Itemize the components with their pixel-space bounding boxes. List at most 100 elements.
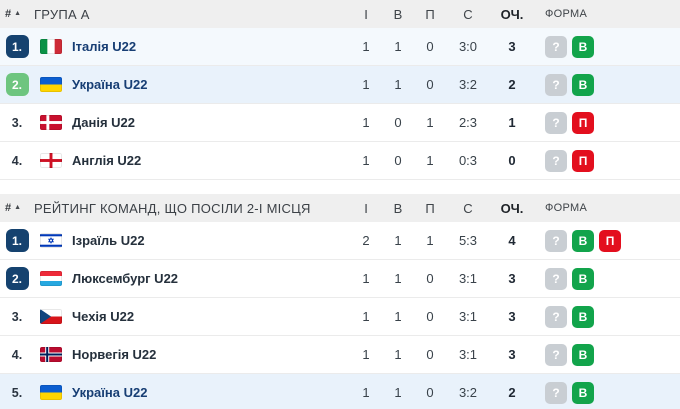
- stat-score: 3:1: [458, 309, 478, 324]
- table-row[interactable]: 4. Норвегія U22 1 1 0 3:1 3? В: [0, 336, 680, 374]
- rank-badge: 4.: [11, 347, 23, 362]
- form-unknown-badge[interactable]: ?: [545, 73, 567, 96]
- stat-points: 4: [508, 233, 516, 248]
- table-row[interactable]: 3. Данія U22 1 0 1 2:3 1? П: [0, 104, 680, 142]
- stat-points: 0: [508, 153, 516, 168]
- form-win-badge[interactable]: В: [572, 381, 594, 404]
- rank-badge: 1.: [5, 229, 29, 252]
- form-badges: ? П: [534, 149, 680, 172]
- team-name[interactable]: Англія U22: [72, 153, 142, 168]
- stat-score: 0:3: [458, 153, 478, 168]
- rank-badge: 5.: [11, 385, 23, 400]
- form-win-badge[interactable]: В: [572, 73, 594, 96]
- team-name[interactable]: Норвегія U22: [72, 347, 157, 362]
- stat-losses: 0: [426, 347, 434, 362]
- stat-losses: 0: [426, 271, 434, 286]
- form-win-badge[interactable]: В: [572, 267, 594, 290]
- form-unknown-badge[interactable]: ?: [545, 149, 567, 172]
- rank-badge: 3.: [11, 115, 23, 130]
- stat-score: 3:2: [458, 77, 478, 92]
- stat-losses: 1: [426, 153, 434, 168]
- col-header-score[interactable]: С: [463, 200, 473, 216]
- form-unknown-badge[interactable]: ?: [545, 343, 567, 366]
- stat-wins: 1: [394, 233, 402, 248]
- stat-wins: 1: [394, 271, 402, 286]
- standings-table: # ▲ РЕЙТИНГ КОМАНД, ЩО ПОСІЛИ 2-І МІСЦЯ І В П…: [0, 194, 680, 409]
- rank-column-header[interactable]: # ▲: [0, 202, 34, 214]
- table-row[interactable]: 1. Італія U22 1 1 0 3:0 3? В: [0, 28, 680, 66]
- form-badges: ? В: [534, 343, 680, 366]
- form-unknown-badge[interactable]: ?: [545, 35, 567, 58]
- denmark-flag-icon: [40, 115, 62, 130]
- form-loss-badge[interactable]: П: [599, 229, 621, 252]
- stat-played: 1: [362, 347, 370, 362]
- stat-wins: 1: [394, 347, 402, 362]
- stat-score: 3:2: [458, 385, 478, 400]
- table-row[interactable]: 2. Україна U22 1 1 0 3:2 2? В: [0, 66, 680, 104]
- rank-column-header[interactable]: # ▲: [0, 8, 34, 20]
- form-unknown-badge[interactable]: ?: [545, 267, 567, 290]
- form-win-badge[interactable]: В: [572, 343, 594, 366]
- stat-score: 5:3: [458, 233, 478, 248]
- form-badges: ? В П: [534, 229, 680, 252]
- col-header-losses[interactable]: П: [425, 200, 435, 216]
- luxembourg-flag-icon: [40, 271, 62, 286]
- form-unknown-badge[interactable]: ?: [545, 229, 567, 252]
- form-loss-badge[interactable]: П: [572, 149, 594, 172]
- rank-badge: 1.: [5, 35, 29, 58]
- team-name[interactable]: Данія U22: [72, 115, 136, 130]
- form-unknown-badge[interactable]: ?: [545, 305, 567, 328]
- col-header-losses[interactable]: П: [425, 6, 435, 22]
- table-row[interactable]: 3. Чехія U22 1 1 0 3:1 3? В: [0, 298, 680, 336]
- stat-played: 1: [362, 77, 370, 92]
- stat-points: 3: [508, 309, 516, 324]
- stat-played: 1: [362, 39, 370, 54]
- form-badges: ? В: [534, 267, 680, 290]
- team-name[interactable]: Ізраїль U22: [72, 233, 145, 248]
- col-header-played[interactable]: І: [364, 6, 368, 22]
- form-loss-badge[interactable]: П: [572, 111, 594, 134]
- ukraine-flag-icon: [40, 385, 62, 400]
- stat-losses: 0: [426, 39, 434, 54]
- stat-points: 2: [508, 385, 516, 400]
- stat-played: 1: [362, 385, 370, 400]
- israel-flag-icon: [40, 233, 62, 248]
- col-header-wins[interactable]: В: [393, 200, 403, 216]
- stat-points: 3: [508, 271, 516, 286]
- table-title: ГРУПА А: [34, 6, 90, 22]
- stat-points: 2: [508, 77, 516, 92]
- rank-badge: 3.: [11, 309, 23, 324]
- stat-played: 1: [362, 271, 370, 286]
- form-unknown-badge[interactable]: ?: [545, 381, 567, 404]
- form-unknown-badge[interactable]: ?: [545, 111, 567, 134]
- stat-played: 1: [362, 153, 370, 168]
- table-row[interactable]: 5. Україна U22 1 1 0 3:2 2? В: [0, 374, 680, 409]
- form-badges: ? В: [534, 305, 680, 328]
- form-win-badge[interactable]: В: [572, 35, 594, 58]
- team-name[interactable]: Люксембург U22: [72, 271, 179, 286]
- table-row[interactable]: 4. Англія U22 1 0 1 0:3 0? П: [0, 142, 680, 180]
- col-header-wins[interactable]: В: [393, 6, 403, 22]
- stat-score: 2:3: [458, 115, 478, 130]
- stat-losses: 0: [426, 385, 434, 400]
- col-header-played[interactable]: І: [364, 200, 368, 216]
- form-badges: ? П: [534, 111, 680, 134]
- stat-score: 3:0: [458, 39, 478, 54]
- team-name[interactable]: Україна U22: [72, 77, 148, 92]
- col-header-points[interactable]: ОЧ.: [500, 200, 524, 216]
- form-win-badge[interactable]: В: [572, 305, 594, 328]
- col-header-score[interactable]: С: [463, 6, 473, 22]
- stat-wins: 0: [394, 115, 402, 130]
- table-row[interactable]: 1. Ізраїль U22 2 1 1 5:3 4? В П: [0, 222, 680, 260]
- czechia-flag-icon: [40, 309, 62, 324]
- form-win-badge[interactable]: В: [572, 229, 594, 252]
- team-name[interactable]: Італія U22: [72, 39, 137, 54]
- rank-hash: #: [5, 8, 12, 20]
- sort-asc-icon: ▲: [14, 9, 22, 17]
- team-name[interactable]: Чехія U22: [72, 309, 135, 324]
- rank-badge: 2.: [5, 267, 29, 290]
- team-name[interactable]: Україна U22: [72, 385, 148, 400]
- col-header-points[interactable]: ОЧ.: [500, 6, 524, 22]
- table-row[interactable]: 2. Люксембург U22 1 1 0 3:1 3? В: [0, 260, 680, 298]
